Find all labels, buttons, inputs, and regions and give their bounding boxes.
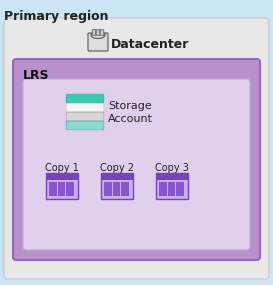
FancyBboxPatch shape bbox=[96, 30, 100, 35]
Bar bbox=[46, 180, 78, 199]
FancyBboxPatch shape bbox=[23, 79, 250, 250]
FancyBboxPatch shape bbox=[66, 112, 104, 121]
Bar bbox=[176, 182, 184, 196]
Bar bbox=[58, 182, 65, 196]
FancyBboxPatch shape bbox=[66, 94, 104, 103]
Text: Copy 3: Copy 3 bbox=[155, 163, 189, 173]
Bar bbox=[104, 182, 112, 196]
Text: Datacenter: Datacenter bbox=[111, 38, 189, 51]
Bar bbox=[168, 182, 175, 196]
Bar bbox=[101, 180, 133, 199]
Text: Copy 1: Copy 1 bbox=[45, 163, 79, 173]
Bar bbox=[121, 182, 129, 196]
FancyBboxPatch shape bbox=[66, 121, 104, 130]
FancyBboxPatch shape bbox=[100, 30, 104, 35]
Text: Primary region: Primary region bbox=[4, 10, 108, 23]
FancyBboxPatch shape bbox=[66, 103, 104, 112]
FancyBboxPatch shape bbox=[88, 33, 108, 51]
Bar bbox=[159, 182, 167, 196]
FancyBboxPatch shape bbox=[4, 18, 269, 279]
Ellipse shape bbox=[91, 32, 105, 38]
Bar bbox=[101, 173, 133, 180]
Bar bbox=[46, 173, 78, 180]
Text: LRS: LRS bbox=[23, 69, 50, 82]
FancyBboxPatch shape bbox=[13, 59, 260, 260]
Bar bbox=[113, 182, 120, 196]
Bar bbox=[156, 180, 188, 199]
Text: Storage
Account: Storage Account bbox=[108, 101, 153, 124]
Text: Copy 2: Copy 2 bbox=[100, 163, 134, 173]
Bar bbox=[156, 173, 188, 180]
Bar bbox=[66, 182, 74, 196]
Bar bbox=[49, 182, 57, 196]
FancyBboxPatch shape bbox=[92, 30, 96, 35]
